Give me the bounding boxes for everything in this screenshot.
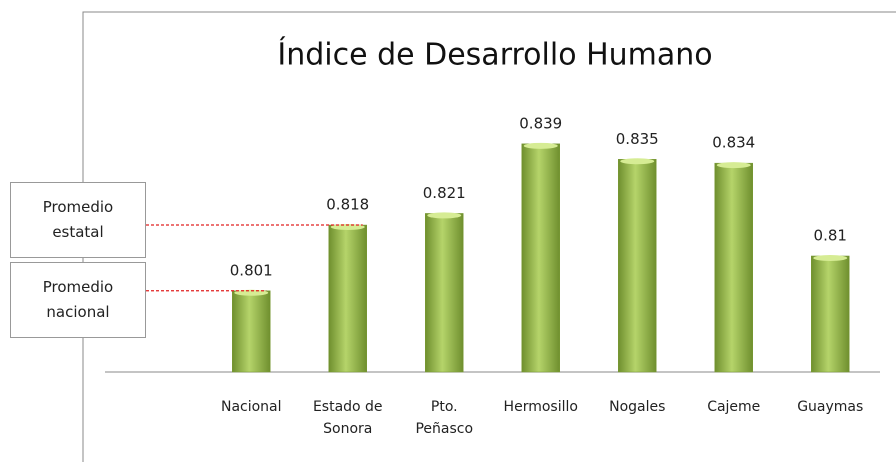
bar-cap xyxy=(427,212,462,219)
x-tick-label: Pto. Peñasco xyxy=(415,399,474,437)
x-tick-label: Cajeme xyxy=(707,399,761,415)
bar xyxy=(521,143,560,373)
x-tick-label: Hermosillo xyxy=(503,399,578,415)
data-label: 0.81 xyxy=(814,226,847,244)
x-tick-label: Guaymas xyxy=(797,399,864,415)
annotation-box: Promedio nacional xyxy=(10,262,146,338)
bar xyxy=(618,159,657,373)
x-tick-label: Estado de Sonora xyxy=(312,399,383,437)
bar xyxy=(714,162,753,373)
bar xyxy=(425,213,464,373)
x-tick-label: Nogales xyxy=(609,399,666,415)
chart-title: Índice de Desarrollo Humano xyxy=(277,37,712,73)
bar xyxy=(328,224,367,373)
data-label: 0.818 xyxy=(326,196,369,214)
bar xyxy=(811,255,850,373)
annotation-box: Promedio estatal xyxy=(10,182,146,258)
data-label: 0.835 xyxy=(616,130,659,148)
data-label: 0.834 xyxy=(712,134,755,152)
data-label: 0.839 xyxy=(519,114,562,132)
data-label: 0.801 xyxy=(230,261,273,279)
bar-cap xyxy=(523,142,558,149)
bar-cap xyxy=(716,162,751,169)
bar-cap xyxy=(620,158,655,165)
bar-cap xyxy=(813,254,848,261)
x-tick-label: Nacional xyxy=(220,399,282,415)
data-label: 0.821 xyxy=(423,184,466,202)
chart-frame xyxy=(82,11,896,462)
bar xyxy=(232,290,271,373)
